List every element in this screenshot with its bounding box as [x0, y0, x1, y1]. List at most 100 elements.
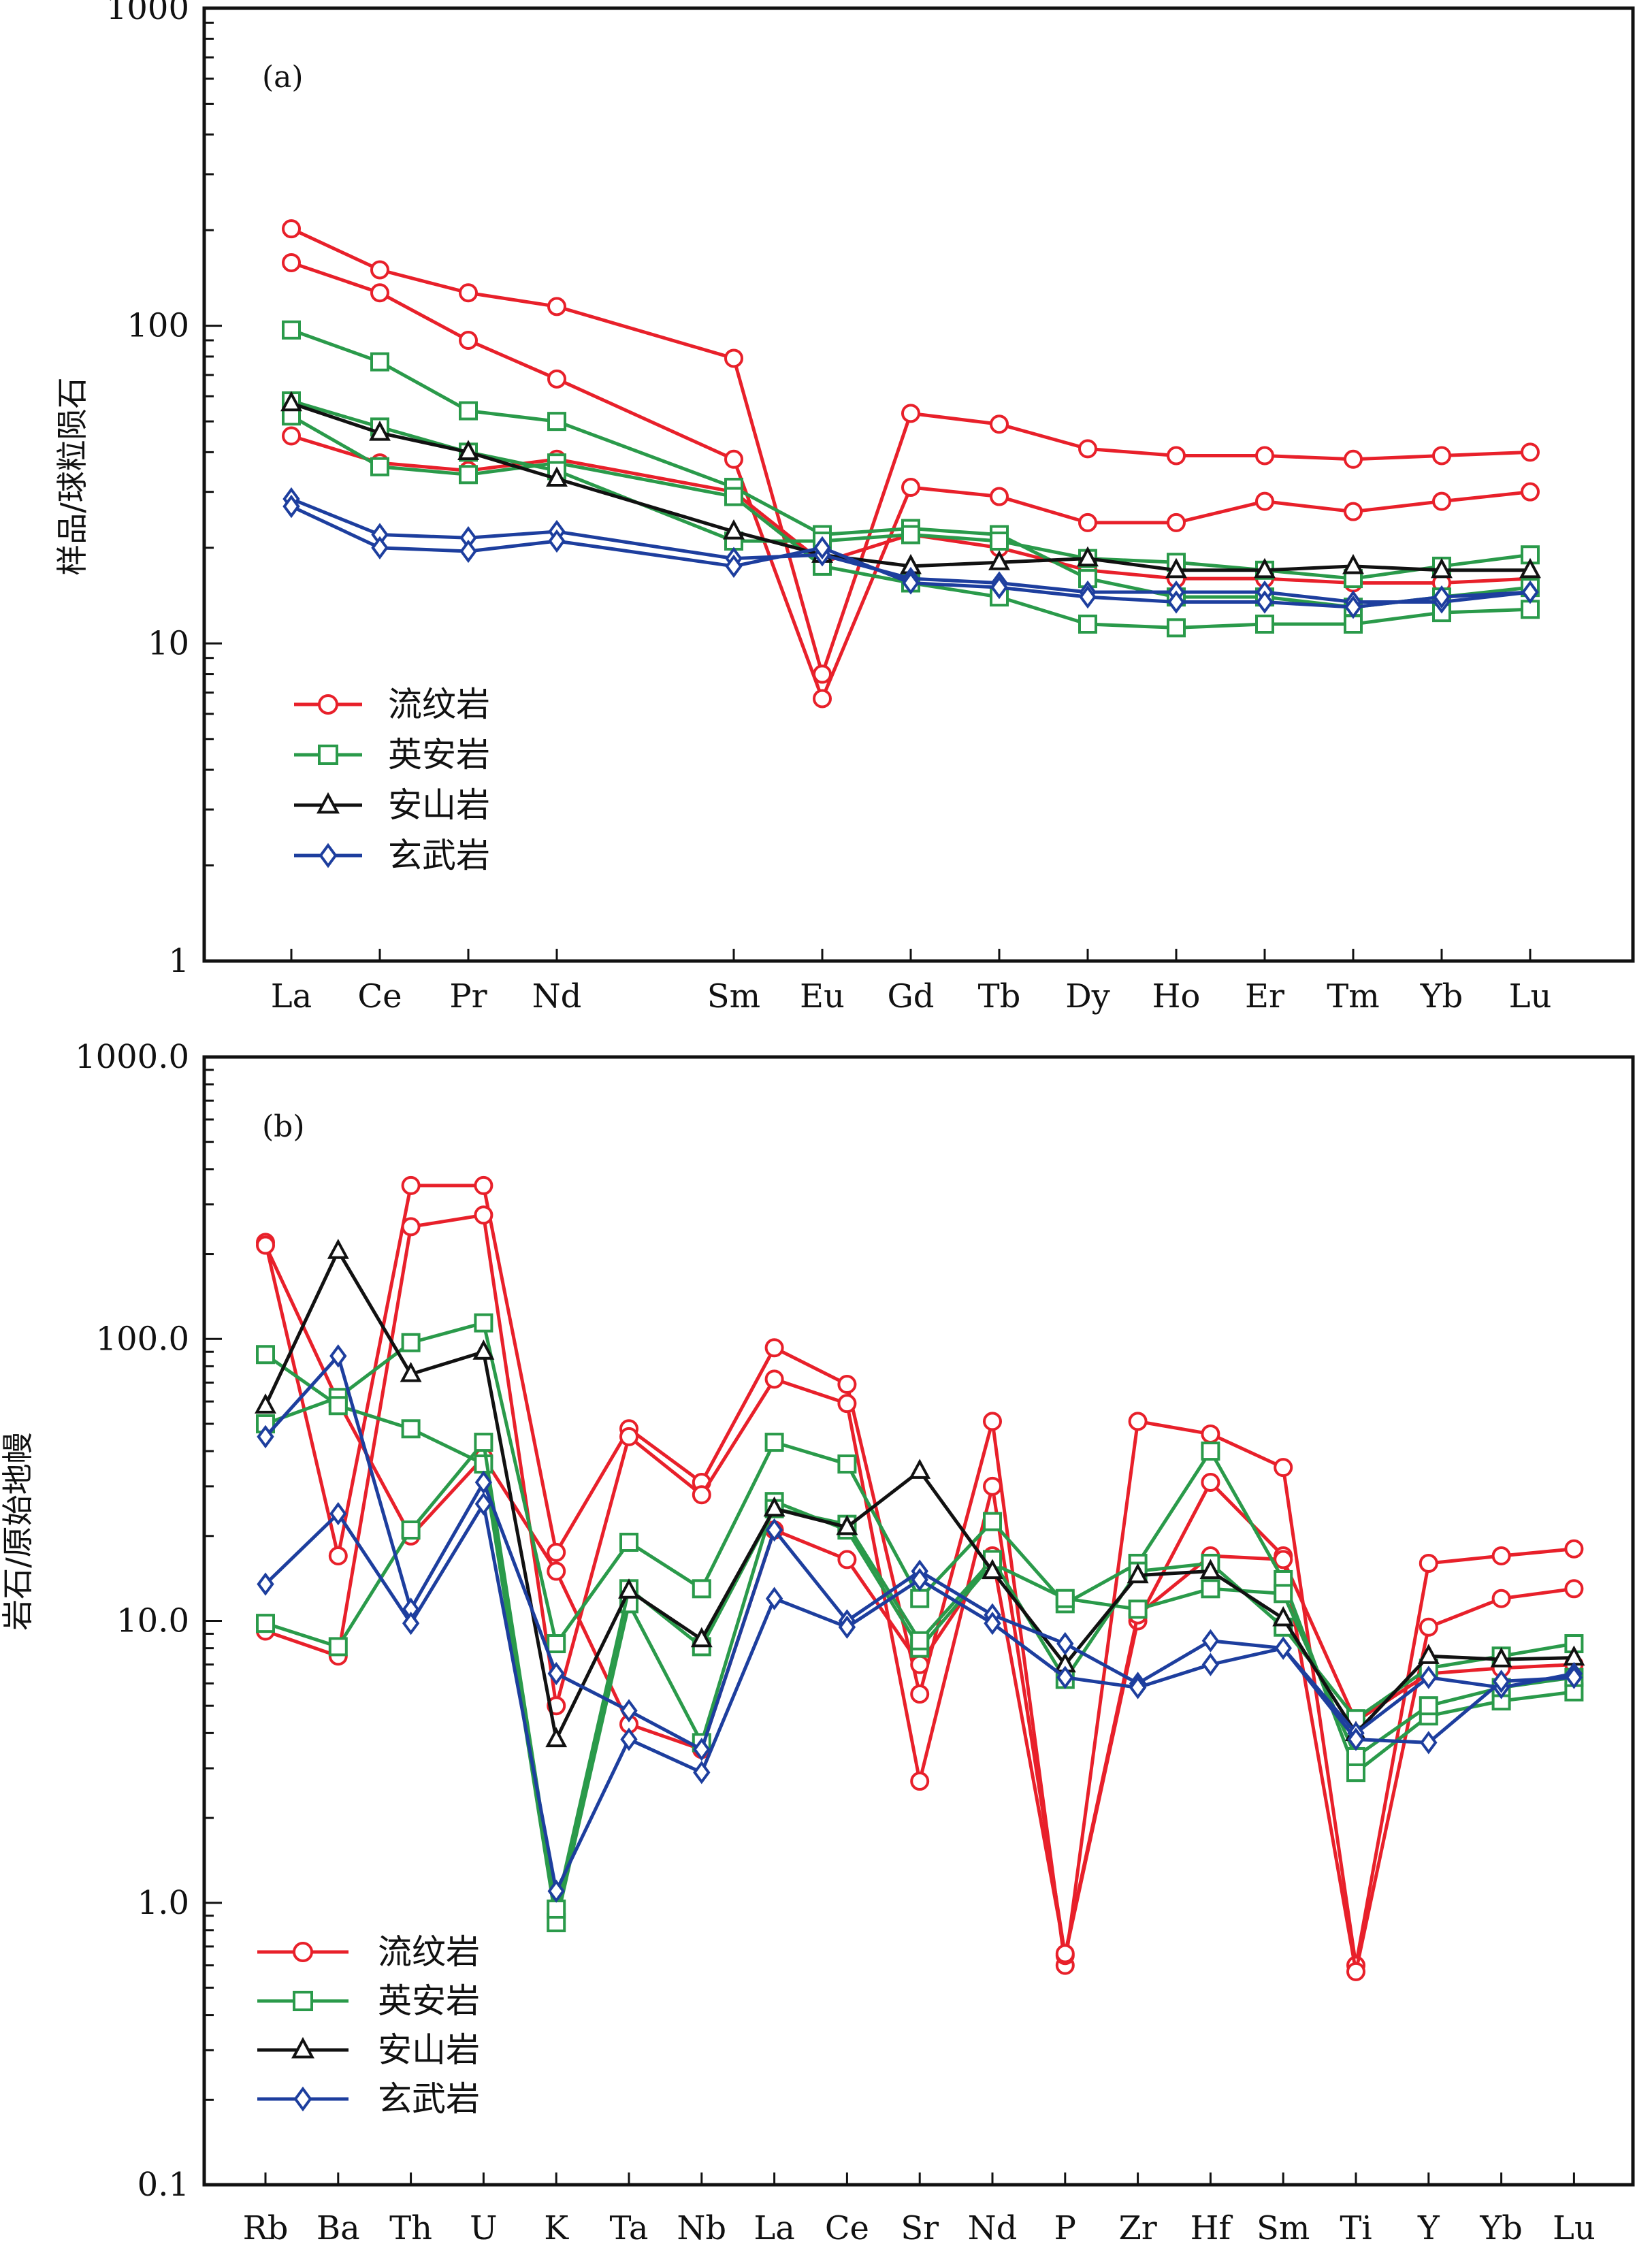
chart-b-series-line	[257, 1492, 1583, 1903]
chart-b-data-point	[837, 1454, 857, 1474]
chart-a-x-tick-label: Pr	[449, 977, 487, 1015]
chart-b-data-point	[836, 1514, 858, 1535]
chart-b-x-tick-label: Ce	[825, 2209, 869, 2246]
chart-a-data-point	[1078, 615, 1097, 634]
chart-b-data-point	[1347, 1727, 1365, 1751]
chart-a-data-point	[1521, 600, 1540, 619]
chart-a-legend-entry: 英安岩	[294, 735, 490, 775]
chart-b-y-axis-label: 岩石/原始地幔	[0, 1432, 36, 1631]
chart-a-data-point	[724, 449, 743, 469]
chart-a-data-point	[546, 466, 568, 487]
chart-b-data-point	[1201, 1424, 1220, 1444]
chart-a-data-point	[547, 369, 566, 389]
chart-b-data-point	[329, 1344, 347, 1368]
chart-a-data-point	[724, 348, 743, 368]
chart-b-x-tick-label: Hf	[1191, 2209, 1233, 2246]
chart-a-data-point	[1254, 557, 1276, 579]
chart-b-x-tick-label: Ba	[317, 2209, 360, 2246]
chart-b-x-tick-label: Zr	[1118, 2209, 1156, 2246]
chart-b-data-point	[620, 1699, 638, 1723]
chart-a-series-path	[290, 504, 1531, 609]
chart-b-data-point	[401, 1419, 421, 1439]
chart-a-legend-marker	[319, 843, 338, 868]
chart-a-data-point	[457, 440, 479, 460]
chart-a-data-point	[1165, 557, 1187, 579]
chart-a-data-point	[724, 487, 743, 506]
chart-a-data-point	[988, 550, 1010, 570]
chart-a-y-tick-labels: 1 10 100 1000	[106, 0, 189, 980]
chart-a-x-tick-label: Yb	[1420, 977, 1463, 1015]
chart-a-data-point	[1344, 595, 1362, 619]
chart-b-data-point	[1565, 1665, 1583, 1689]
chart-a-series-path	[291, 402, 1530, 572]
chart-a-data-point	[1342, 553, 1364, 574]
chart-b-data-point	[983, 1412, 1002, 1431]
chart-a-data-point	[547, 412, 566, 432]
chart-b-data-point	[620, 1727, 638, 1751]
chart-b-ticks	[204, 1069, 1575, 2186]
chart-b-x-tick-label: P	[1054, 2209, 1076, 2246]
chart-b-data-point	[1564, 1579, 1584, 1599]
chart-b-data-point	[1346, 1763, 1365, 1783]
chart-b-data-point	[1201, 1442, 1220, 1461]
chart-b-data-point	[764, 1433, 784, 1452]
chart-b-data-point	[328, 1637, 348, 1657]
chart-a-data-point	[990, 414, 1009, 434]
chart-a-data-point	[1521, 442, 1540, 462]
chart-b-data-point	[400, 1361, 422, 1382]
chart-b-x-tick-label: Ti	[1340, 2209, 1372, 2246]
chart-b-data-point	[329, 1501, 347, 1526]
chart-a-series-path	[291, 497, 1531, 604]
chart-b-data-point	[1419, 1617, 1438, 1637]
chart-a-panel-label: (a)	[262, 60, 304, 95]
chart-b-data-point	[1201, 1629, 1220, 1653]
chart-b-data-point	[1127, 1563, 1149, 1584]
chart-a-data-point	[1521, 580, 1539, 604]
chart-a-data-point	[725, 554, 743, 579]
chart-b-x-tick-label: Nd	[968, 2209, 1018, 2246]
chart-a-data-point	[1079, 585, 1097, 609]
chart-a-data-point	[1077, 546, 1099, 567]
chart-b-data-point	[1055, 1944, 1075, 1964]
chart-b-data-point	[547, 1899, 566, 1919]
chart-a-data-point	[1432, 491, 1451, 511]
chart-b-y-tick-label: 100.0	[96, 1320, 189, 1358]
chart-a-series-line	[282, 494, 1539, 619]
chart-b-data-point	[401, 1520, 421, 1540]
chart-b-data-point	[619, 1427, 638, 1446]
chart-b-plot-frame	[202, 1055, 1635, 2187]
chart-b-data-point	[693, 1738, 711, 1761]
chart-a-data-point	[459, 539, 477, 564]
chart-b-data-point	[474, 1205, 493, 1225]
chart-a-data-point	[371, 536, 389, 560]
chart-a-y-tick-label: 1	[168, 942, 189, 980]
chart-b-legend-marker	[291, 2036, 314, 2059]
chart-a-ree-pattern: La Ce Pr Nd Sm Eu Gd Tb Dy Ho Er Tm Yb Lu 1101001000 …	[54, 0, 1635, 1015]
chart-b-data-point	[257, 1425, 274, 1449]
chart-b-data-point	[1490, 1647, 1512, 1667]
chart-b-y-tick-label: 1.0	[137, 1884, 189, 1922]
chart-b-data-point	[472, 1339, 495, 1360]
chart-a-data-point	[459, 401, 478, 421]
chart-a-data-point	[282, 426, 301, 446]
chart-b-data-point	[474, 1470, 493, 1495]
chart-b-data-point	[1201, 1472, 1220, 1492]
chart-b-x-tick-label: Ta	[610, 2209, 649, 2246]
chart-b-legend-label: 英安岩	[378, 1981, 480, 2021]
chart-a-legend-marker	[318, 745, 338, 765]
chart-a-data-point	[1344, 449, 1363, 469]
chart-b-data-point	[256, 1235, 275, 1255]
chart-a-data-point	[723, 519, 745, 540]
chart-b-data-point	[763, 1496, 785, 1517]
chart-a-legend-entry: 流纹岩	[294, 685, 490, 724]
chart-b-data-point	[1201, 1579, 1220, 1599]
chart-a-x-tick-label: Tb	[978, 977, 1021, 1015]
chart-a-y-tick-label: 10	[148, 624, 189, 662]
chart-a-data-point	[1255, 491, 1274, 511]
chart-b-x-tick-label: K	[544, 2209, 569, 2246]
chart-b-data-point	[765, 1518, 783, 1542]
chart-b-x-tick-label: Rb	[243, 2209, 289, 2246]
chart-b-data-point	[474, 1313, 493, 1333]
chart-a-plot-frame	[202, 6, 1635, 963]
chart-b-data-point	[983, 1512, 1002, 1531]
